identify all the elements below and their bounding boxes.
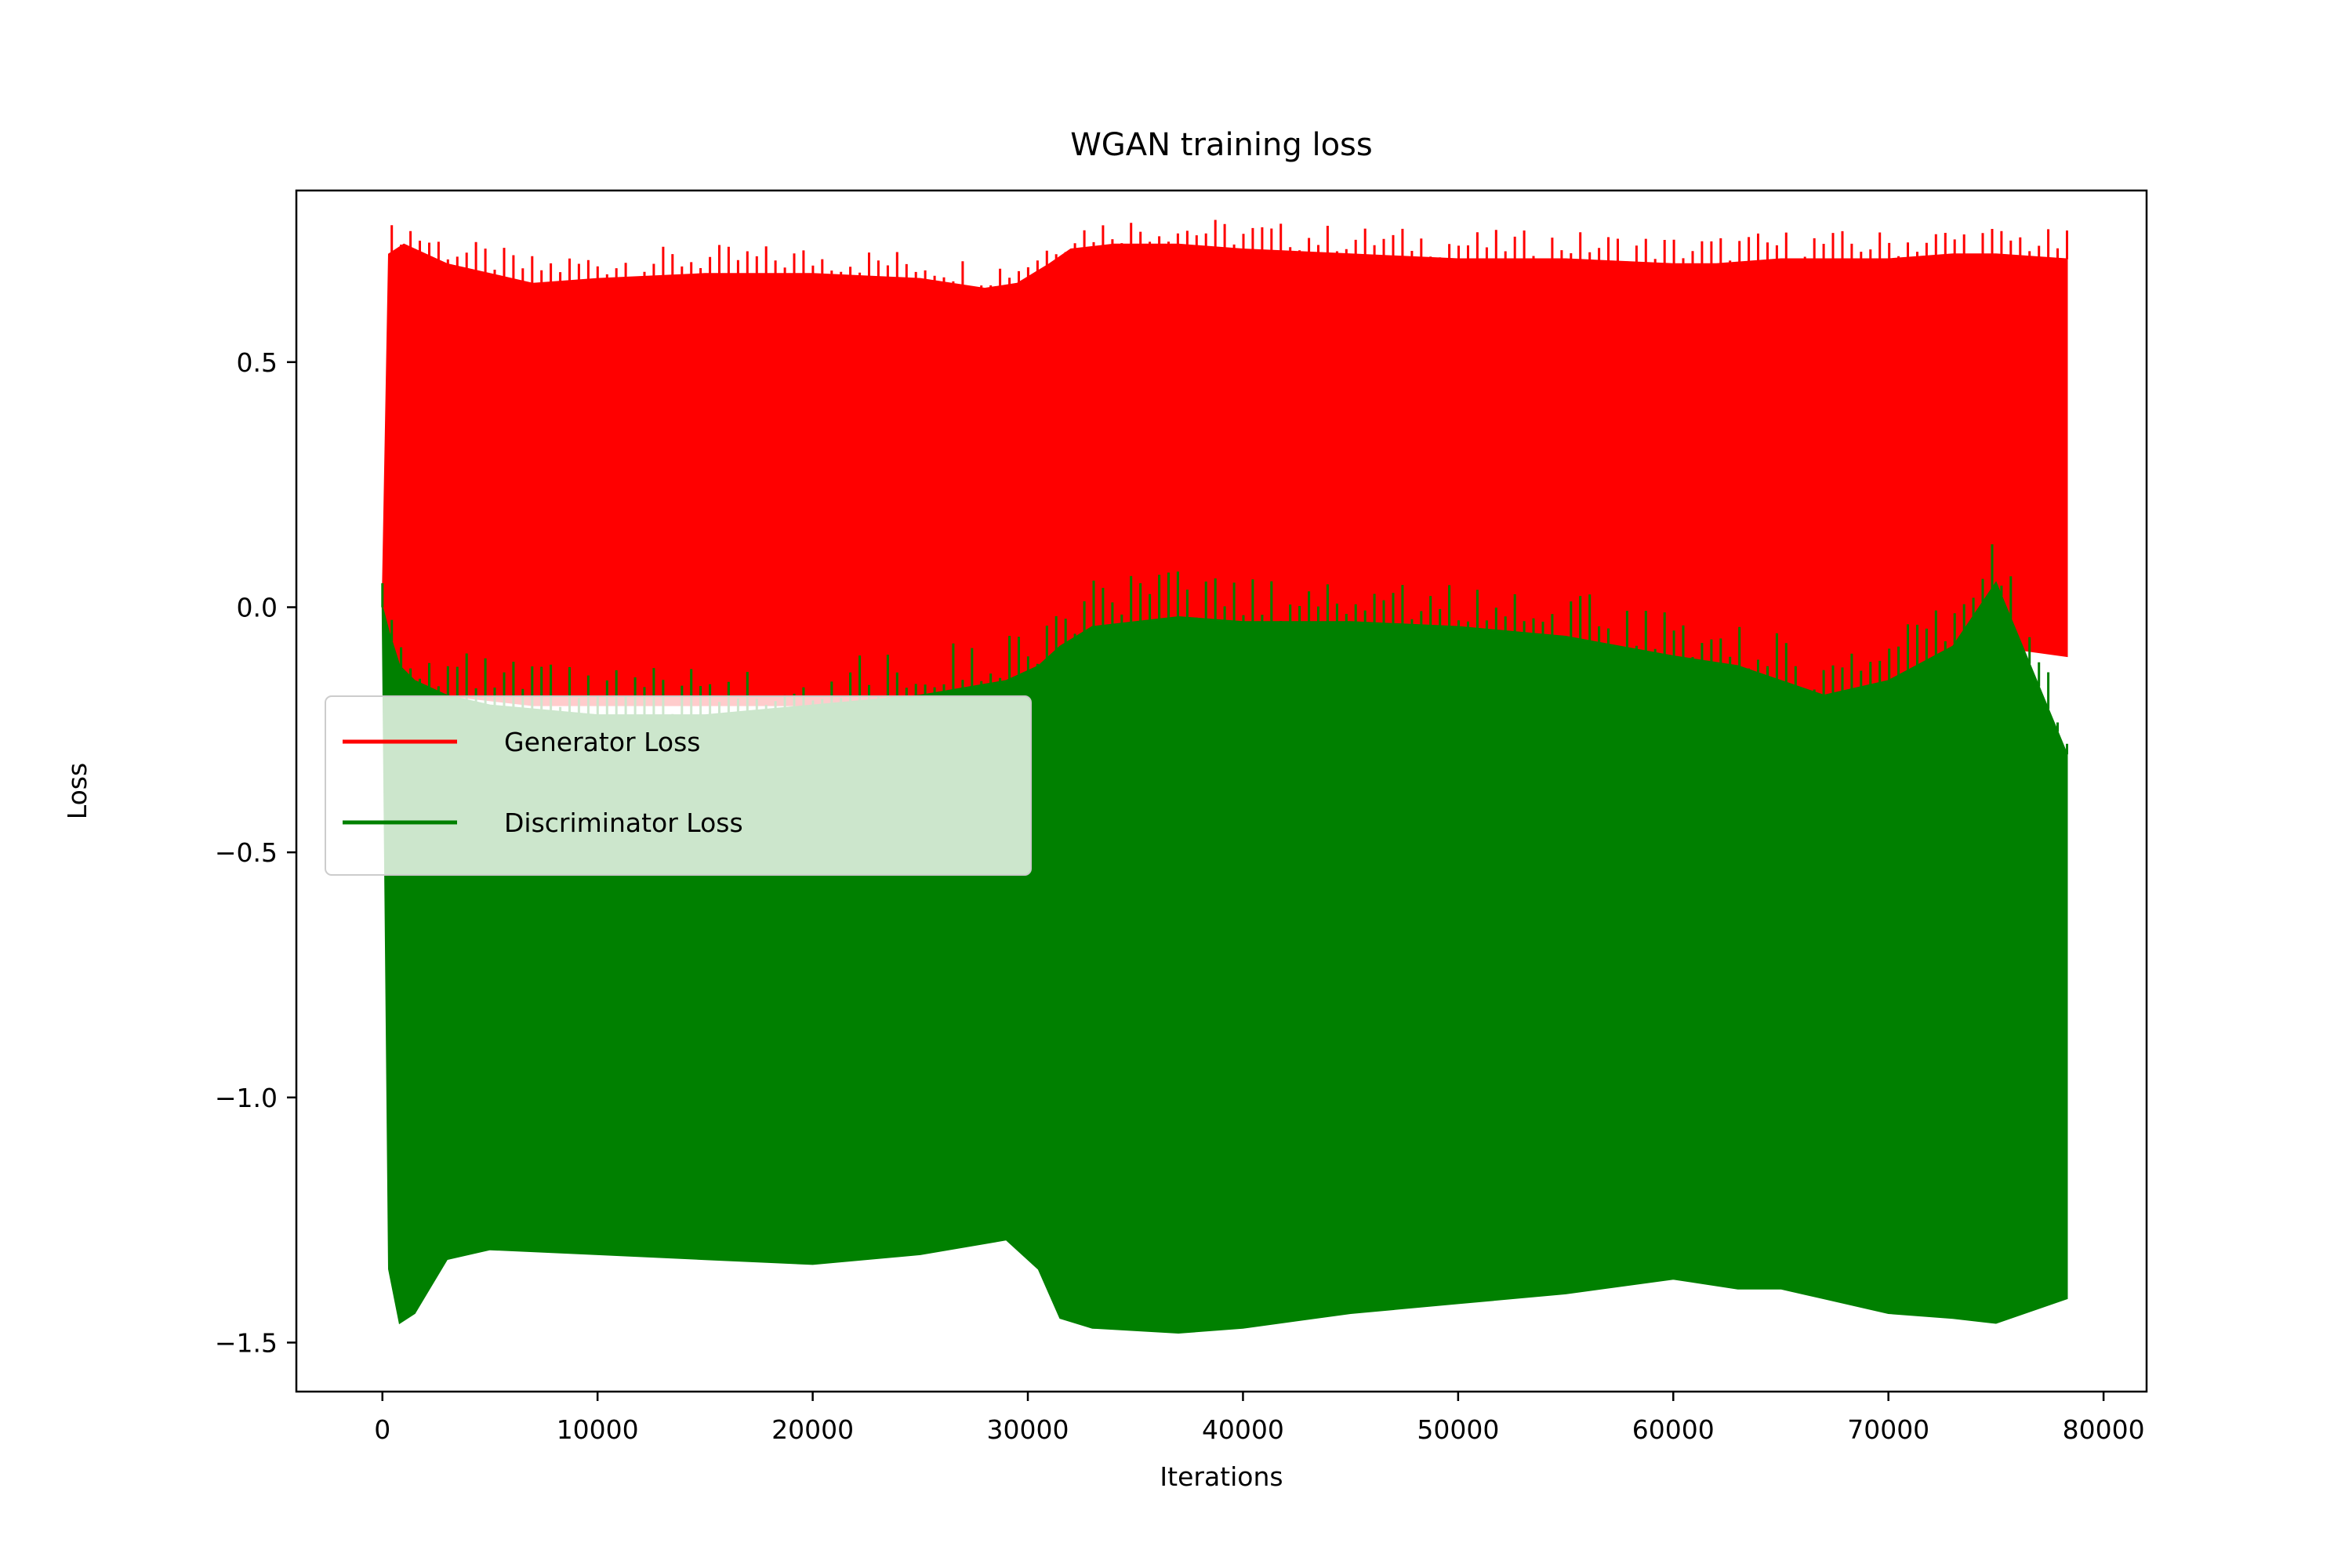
x-tick-label: 70000 bbox=[1847, 1414, 1929, 1445]
legend-box bbox=[325, 695, 1032, 876]
y-tick-label: −0.5 bbox=[215, 837, 278, 868]
x-axis-label: Iterations bbox=[1160, 1461, 1283, 1492]
x-tick-label: 80000 bbox=[2063, 1414, 2145, 1445]
x-tick-label: 10000 bbox=[557, 1414, 639, 1445]
y-axis: −1.5 −1.0 −0.5 0.0 0.5 bbox=[215, 347, 296, 1358]
y-tick-label: −1.0 bbox=[215, 1083, 278, 1113]
legend: Generator Loss Discriminator Loss bbox=[325, 695, 1032, 876]
plot-area-frame bbox=[295, 189, 2148, 1393]
y-tick-label: 0.5 bbox=[237, 347, 278, 378]
chart-title: WGAN training loss bbox=[1070, 127, 1373, 163]
x-axis: 0 10000 20000 30000 40000 50000 60000 70000 8000… bbox=[374, 1392, 2145, 1445]
y-tick-label: −1.5 bbox=[215, 1327, 278, 1358]
x-tick-label: 20000 bbox=[771, 1414, 854, 1445]
legend-label: Generator Loss bbox=[504, 727, 700, 757]
x-tick-label: 40000 bbox=[1202, 1414, 1284, 1445]
y-axis-label: Loss bbox=[62, 763, 93, 819]
legend-label: Discriminator Loss bbox=[504, 808, 743, 838]
x-tick-label: 0 bbox=[374, 1414, 390, 1445]
y-tick-label: 0.0 bbox=[237, 593, 278, 623]
series-noise-generator bbox=[390, 220, 2068, 289]
x-tick-label: 30000 bbox=[987, 1414, 1069, 1445]
x-tick-label: 60000 bbox=[1632, 1414, 1715, 1445]
x-tick-label: 50000 bbox=[1417, 1414, 1499, 1445]
